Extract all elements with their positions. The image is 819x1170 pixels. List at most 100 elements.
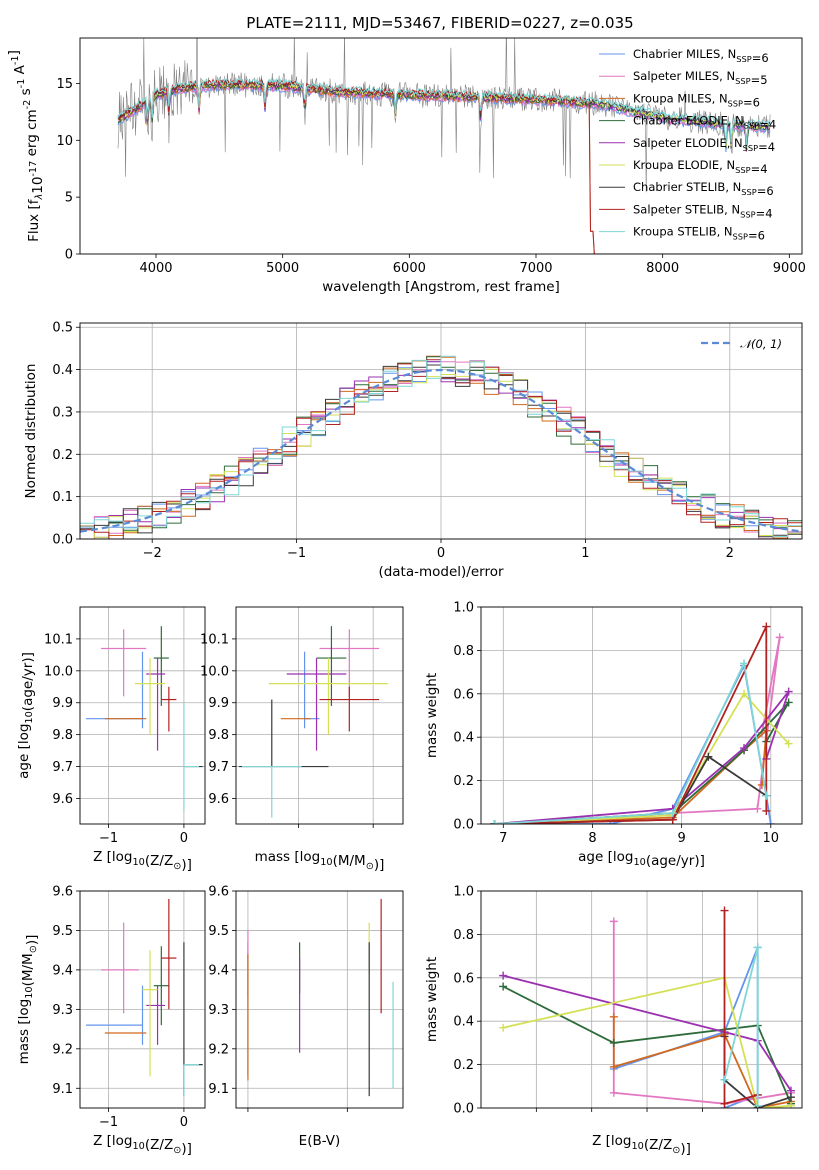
x-axis-label: E(B-V) xyxy=(299,1133,341,1149)
mass-weight-line-9 xyxy=(494,660,768,824)
y-tick-label: 9.6 xyxy=(208,792,229,807)
mass-weight-marker xyxy=(609,1062,618,1071)
y-tick-label: 10 xyxy=(56,134,73,149)
x-tick-label: 9000 xyxy=(773,261,806,276)
legend-label-gaussian: 𝒩(0, 1) xyxy=(740,337,782,351)
y-tick-label: 9.5 xyxy=(52,924,73,939)
axes-frame xyxy=(79,606,206,825)
plot-area xyxy=(86,626,203,812)
plot-area xyxy=(80,355,802,539)
mass-weight-marker xyxy=(766,820,775,824)
y-axis-label: age [log10(age/yr)] xyxy=(16,652,36,779)
axes-6: −1 0 9.1 9.2 9.3 9.4 9.5 9.6 Z [log10(Z/Z⊙)] mass… xyxy=(16,885,206,1157)
y-tick-label: 9.6 xyxy=(52,792,73,807)
x-tick-label: 8000 xyxy=(646,261,679,276)
y-tick-label: 0.3 xyxy=(52,405,73,420)
plot-area xyxy=(86,898,203,1097)
axes-frame xyxy=(235,606,404,825)
mass-weight-marker xyxy=(740,659,749,668)
y-tick-label: 9.6 xyxy=(52,885,73,900)
y-tick-label: 0.2 xyxy=(453,1058,474,1073)
x-tick-label: 0 xyxy=(180,831,188,846)
legend: 𝒩(0, 1) xyxy=(701,337,782,351)
mass-weight-marker xyxy=(762,791,771,800)
mass-weight-marker xyxy=(740,689,749,698)
axes-frame xyxy=(235,890,404,1109)
axes-frame xyxy=(79,890,206,1109)
axes-frame xyxy=(480,890,803,1109)
y-tick-label: 0 xyxy=(65,248,73,263)
mass-weight-marker xyxy=(490,820,499,824)
mass-weight-marker xyxy=(609,1012,618,1021)
y-tick-label: 10.0 xyxy=(200,664,229,679)
plot-area xyxy=(238,626,389,818)
x-axis-label: Z [log10(Z/Z⊙)] xyxy=(93,1133,192,1157)
y-axis-label: mass weight xyxy=(424,957,440,1042)
y-tick-label: 0.1 xyxy=(52,490,73,505)
legend-label-4: Chabrier ELODIE, NSSP=4 xyxy=(633,114,776,132)
figure-title: PLATE=2111, MJD=53467, FIBERID=0227, z=0… xyxy=(246,14,633,32)
x-tick-label: 4000 xyxy=(139,261,172,276)
mass-weight-marker xyxy=(609,1038,618,1047)
y-tick-label: 0.2 xyxy=(453,774,474,789)
legend-label-8: Salpeter STELIB, NSSP=4 xyxy=(633,202,773,220)
y-tick-label: 9.1 xyxy=(208,1082,229,1097)
y-tick-label: 0.2 xyxy=(52,448,73,463)
y-tick-label: 9.7 xyxy=(208,760,229,775)
x-axis-label: Z [log10(Z/Z⊙)] xyxy=(93,849,192,873)
x-tick-label: 2 xyxy=(726,546,734,561)
y-tick-label: 0.8 xyxy=(453,928,474,943)
axes-frame xyxy=(480,606,803,825)
x-tick-label: −1 xyxy=(99,1115,118,1130)
mass-weight-line-4 xyxy=(494,701,790,824)
y-axis-label: Flux [fλ10-17 erg cm-2 s-1 A-1] xyxy=(6,50,46,242)
y-tick-label: 0.6 xyxy=(453,687,474,702)
y-tick-label: 9.8 xyxy=(208,728,229,743)
axes-frame xyxy=(79,322,803,540)
mass-weight-marker xyxy=(499,1023,508,1032)
legend-label-5: Salpeter ELODIE, NSSP=4 xyxy=(633,136,775,154)
y-tick-label: 0.0 xyxy=(52,533,73,548)
plot-area xyxy=(117,38,771,254)
mass-weight-marker xyxy=(753,804,762,813)
residual-histogram-9 xyxy=(80,355,802,537)
axes-5: 7 8 9 10 0.0 0.2 0.4 0.6 0.8 1.0 age [log10(age/yr… xyxy=(424,601,803,869)
mass-weight-marker xyxy=(499,971,508,980)
mass-weight-marker xyxy=(753,1101,762,1108)
mass-weight-marker xyxy=(784,739,793,748)
legend: Chabrier MILES, NSSP=6 Salpeter MILES, NS… xyxy=(599,47,776,243)
mass-weight-marker xyxy=(720,906,729,915)
y-tick-label: 1.0 xyxy=(453,885,474,900)
mass-weight-line-5 xyxy=(494,691,790,824)
plot-area xyxy=(247,898,394,1097)
mass-weight-line-8 xyxy=(494,626,768,824)
axes-7: 9.1 9.2 9.3 9.4 9.5 9.6 E(B-V) xyxy=(208,885,404,1149)
mass-weight-marker xyxy=(784,698,793,707)
x-axis-label: mass [log10(M/M⊙)] xyxy=(255,849,385,873)
mass-weight-marker xyxy=(784,687,793,696)
y-tick-label: 9.3 xyxy=(52,1003,73,1018)
y-axis-label: Normed distribution xyxy=(23,364,39,499)
y-tick-label: 0.5 xyxy=(52,321,73,336)
mass-weight-marker xyxy=(786,1101,795,1108)
mass-weight-marker xyxy=(762,806,771,815)
axes-frame xyxy=(79,37,803,255)
mass-weight-line-1 xyxy=(494,662,772,824)
x-tick-label: 1 xyxy=(581,546,589,561)
mass-weight-marker xyxy=(740,744,749,753)
y-axis-label: mass weight xyxy=(424,673,440,758)
y-tick-label: 9.8 xyxy=(52,728,73,743)
y-tick-label: 0.4 xyxy=(453,1015,474,1030)
mass-weight-marker xyxy=(668,809,677,818)
x-tick-label: 0 xyxy=(437,546,445,561)
y-tick-label: 9.4 xyxy=(52,963,73,978)
y-tick-label: 0.4 xyxy=(453,731,474,746)
legend-label-1: Chabrier MILES, NSSP=6 xyxy=(633,47,769,65)
x-tick-label: 7000 xyxy=(519,261,552,276)
mass-weight-marker xyxy=(499,982,508,991)
legend-label-3: Kroupa MILES, NSSP=6 xyxy=(633,91,760,109)
x-tick-label: 8 xyxy=(588,831,596,846)
y-tick-label: 9.6 xyxy=(208,885,229,900)
y-tick-label: 0.8 xyxy=(453,644,474,659)
y-tick-label: 9.2 xyxy=(52,1042,73,1057)
